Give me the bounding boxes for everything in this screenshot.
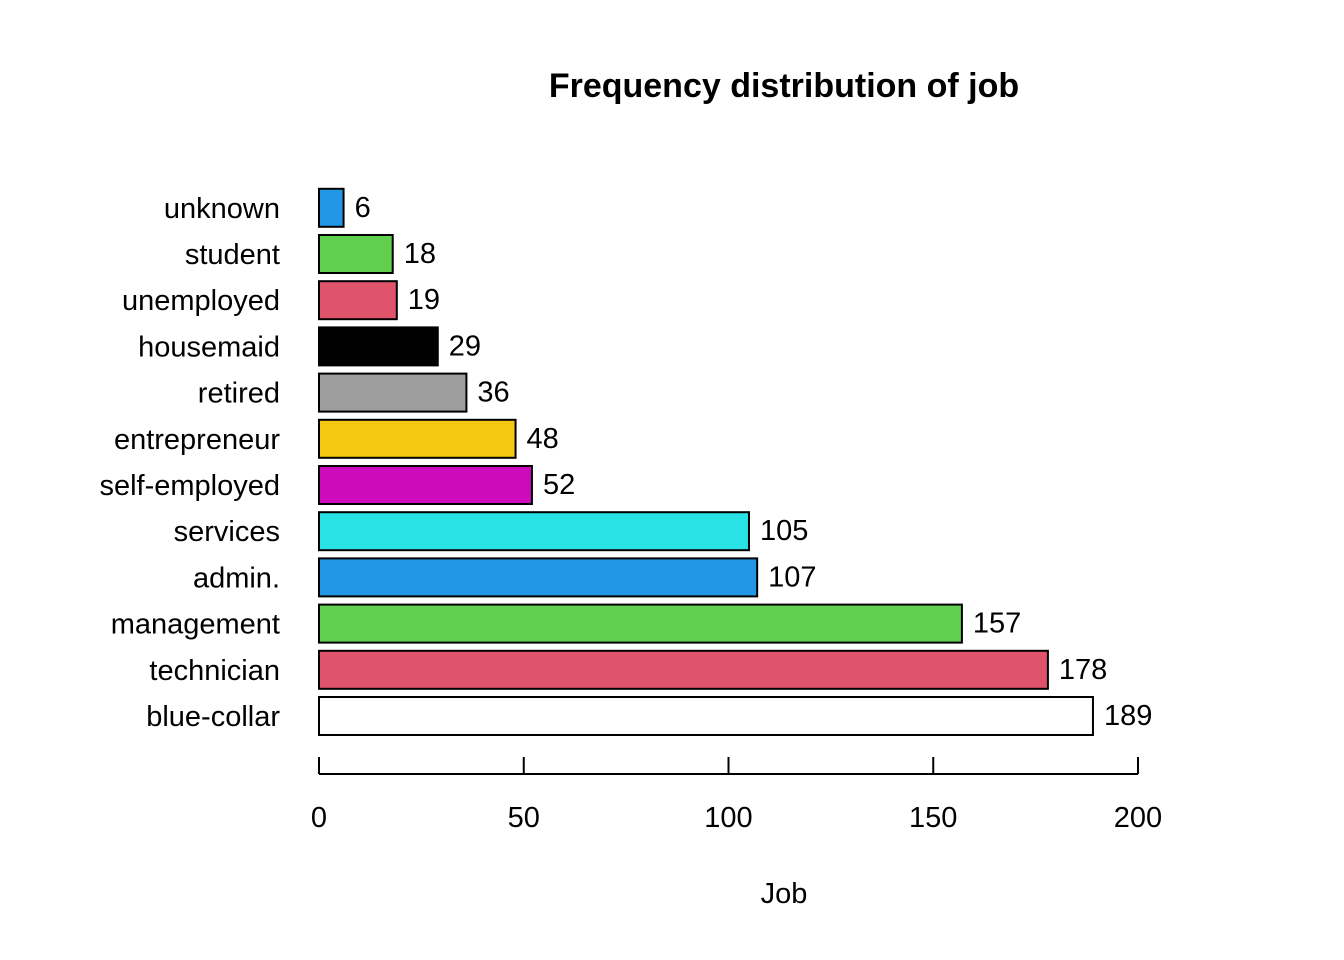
x-tick-label-0: 0 (311, 802, 327, 834)
x-tick-label-100: 100 (704, 802, 752, 834)
value-label-admin-: 107 (768, 561, 816, 593)
bar-unemployed (318, 280, 398, 321)
x-tick-label-50: 50 (508, 802, 540, 834)
value-label-services: 105 (760, 515, 808, 547)
bars-group: blue-collar 189 technician 178 management 157… (99, 187, 1152, 736)
x-tick-label-200: 200 (1114, 802, 1162, 834)
value-label-housemaid: 29 (449, 330, 481, 362)
bar-blue-collar (318, 696, 1094, 736)
bar-student (318, 234, 394, 274)
category-label-unknown: unknown (164, 193, 280, 225)
bar-technician (318, 649, 1049, 690)
bar-unknown (318, 187, 345, 228)
value-label-technician: 178 (1059, 654, 1107, 686)
x-tick-label-150: 150 (909, 802, 957, 834)
value-label-unemployed: 19 (408, 284, 440, 316)
value-label-blue-collar: 189 (1104, 700, 1152, 732)
value-label-self-employed: 52 (543, 469, 575, 501)
x-axis-title: Job (761, 878, 808, 910)
value-label-entrepreneur: 48 (527, 423, 559, 455)
bar-entrepreneur (318, 418, 517, 459)
value-label-unknown: 6 (355, 192, 371, 224)
bar-management (318, 603, 963, 644)
category-label-unemployed: unemployed (122, 285, 280, 317)
x-axis: 0 50 100 150 200 (311, 757, 1162, 834)
chart-title: Frequency distribution of job (549, 67, 1019, 105)
category-label-entrepreneur: entrepreneur (114, 424, 280, 456)
category-label-technician: technician (149, 655, 280, 687)
bar-admin- (318, 557, 759, 598)
category-label-admin-: admin. (193, 562, 280, 594)
value-label-student: 18 (404, 238, 436, 270)
value-label-retired: 36 (477, 377, 509, 409)
category-label-blue-collar: blue-collar (146, 701, 280, 733)
bar-self-employed (318, 465, 533, 505)
category-label-management: management (111, 609, 280, 641)
bar-retired (318, 372, 468, 413)
category-label-student: student (185, 239, 280, 271)
category-label-retired: retired (198, 378, 280, 410)
value-label-management: 157 (973, 608, 1021, 640)
category-label-self-employed: self-employed (99, 470, 280, 502)
bar-services (318, 511, 750, 552)
bar-housemaid (318, 326, 439, 367)
category-label-services: services (174, 516, 280, 548)
category-label-housemaid: housemaid (138, 331, 280, 363)
